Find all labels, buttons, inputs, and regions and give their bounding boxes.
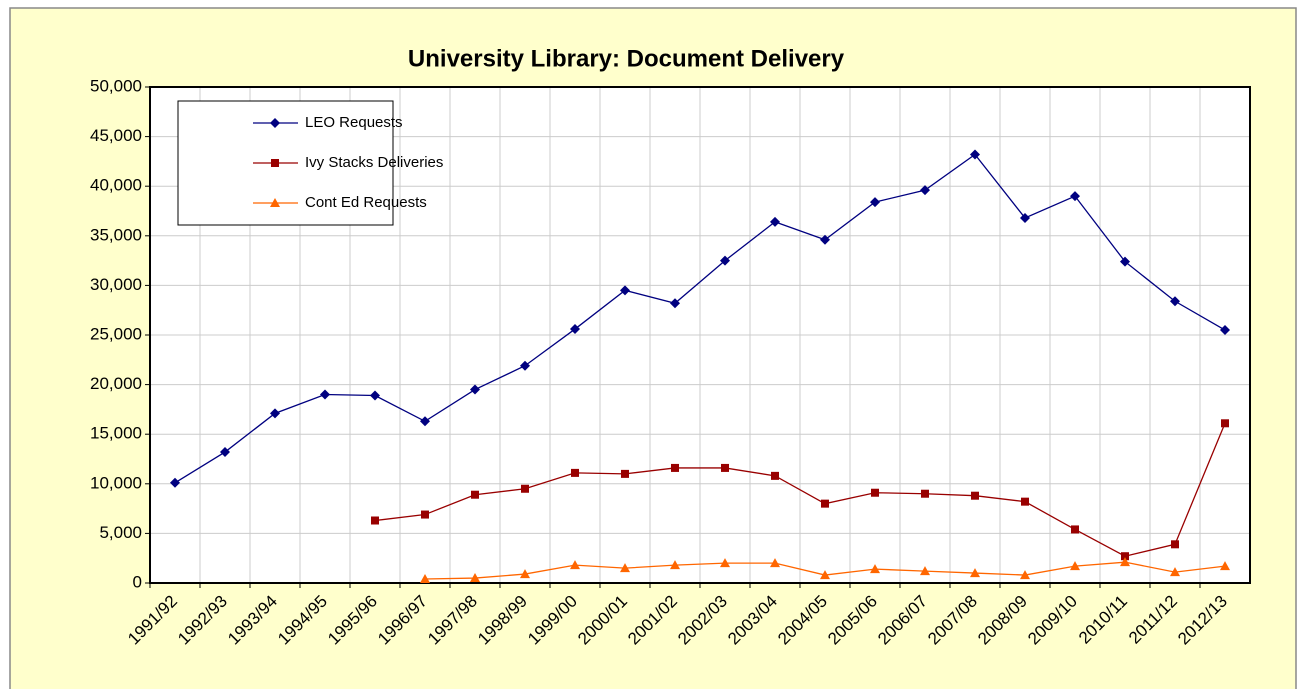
marker-square: [571, 468, 579, 477]
marker-triangle: [1020, 570, 1030, 580]
marker-square: [971, 491, 979, 500]
marker-triangle: [970, 568, 980, 578]
marker-square: [371, 516, 379, 525]
marker-square: [521, 484, 529, 493]
marker-diamond: [470, 384, 480, 395]
marker-diamond: [1070, 191, 1080, 202]
marker-triangle: [570, 560, 580, 570]
marker-diamond: [170, 477, 180, 488]
marker-diamond: [270, 118, 280, 128]
marker-diamond: [670, 298, 680, 309]
legend-label: Ivy Stacks Deliveries: [305, 154, 443, 171]
marker-triangle: [620, 563, 630, 573]
marker-triangle: [770, 558, 780, 568]
marker-diamond: [720, 255, 730, 266]
marker-triangle: [920, 566, 930, 576]
marker-diamond: [320, 389, 330, 400]
marker-square: [921, 489, 929, 498]
marker-diamond: [970, 149, 980, 160]
marker-diamond: [520, 360, 530, 371]
marker-diamond: [220, 447, 230, 458]
marker-square: [671, 463, 679, 472]
marker-square: [871, 488, 879, 497]
y-tick-label: 5,000: [99, 523, 142, 542]
marker-diamond: [1220, 325, 1230, 336]
marker-square: [621, 469, 629, 478]
marker-triangle: [1120, 557, 1130, 567]
y-tick-label: 20,000: [90, 374, 142, 393]
marker-square: [821, 499, 829, 508]
y-tick-label: 0: [133, 572, 142, 591]
legend-label: LEO Requests: [305, 114, 403, 131]
marker-diamond: [420, 416, 430, 427]
marker-triangle: [520, 569, 530, 579]
marker-square: [421, 510, 429, 519]
marker-diamond: [270, 408, 280, 419]
marker-square: [1071, 525, 1079, 534]
marker-diamond: [870, 197, 880, 208]
series-line: [374, 423, 1226, 557]
marker-square: [271, 159, 279, 167]
marker-diamond: [1170, 296, 1180, 307]
y-tick-label: 25,000: [90, 324, 142, 343]
chart-title: University Library: Document Delivery: [408, 45, 845, 72]
marker-square: [771, 471, 779, 480]
y-tick-label: 35,000: [90, 225, 142, 244]
marker-triangle: [1170, 567, 1180, 577]
series-line: [174, 153, 1226, 484]
marker-diamond: [370, 390, 380, 401]
y-tick-label: 15,000: [90, 424, 142, 443]
marker-square: [1221, 419, 1229, 428]
y-tick-label: 10,000: [90, 473, 142, 492]
marker-diamond: [1020, 212, 1030, 223]
marker-triangle: [870, 564, 880, 574]
y-tick-label: 30,000: [90, 275, 142, 294]
marker-square: [1171, 540, 1179, 549]
marker-square: [471, 490, 479, 499]
marker-triangle: [1070, 561, 1080, 571]
marker-square: [1021, 497, 1029, 506]
marker-triangle: [470, 573, 480, 583]
marker-diamond: [770, 216, 780, 227]
marker-triangle: [720, 558, 730, 568]
marker-triangle: [270, 198, 280, 207]
marker-triangle: [420, 574, 430, 584]
marker-diamond: [620, 285, 630, 296]
legend-label: Cont Ed Requests: [305, 194, 427, 211]
marker-square: [721, 463, 729, 472]
marker-square: [1121, 552, 1129, 561]
marker-diamond: [920, 185, 930, 196]
y-tick-label: 40,000: [90, 176, 142, 195]
y-tick-label: 50,000: [90, 76, 142, 95]
y-tick-label: 45,000: [90, 126, 142, 145]
marker-triangle: [820, 570, 830, 580]
marker-triangle: [670, 560, 680, 570]
marker-diamond: [820, 234, 830, 245]
marker-diamond: [570, 324, 580, 335]
marker-triangle: [1220, 561, 1230, 571]
marker-diamond: [1120, 256, 1130, 267]
